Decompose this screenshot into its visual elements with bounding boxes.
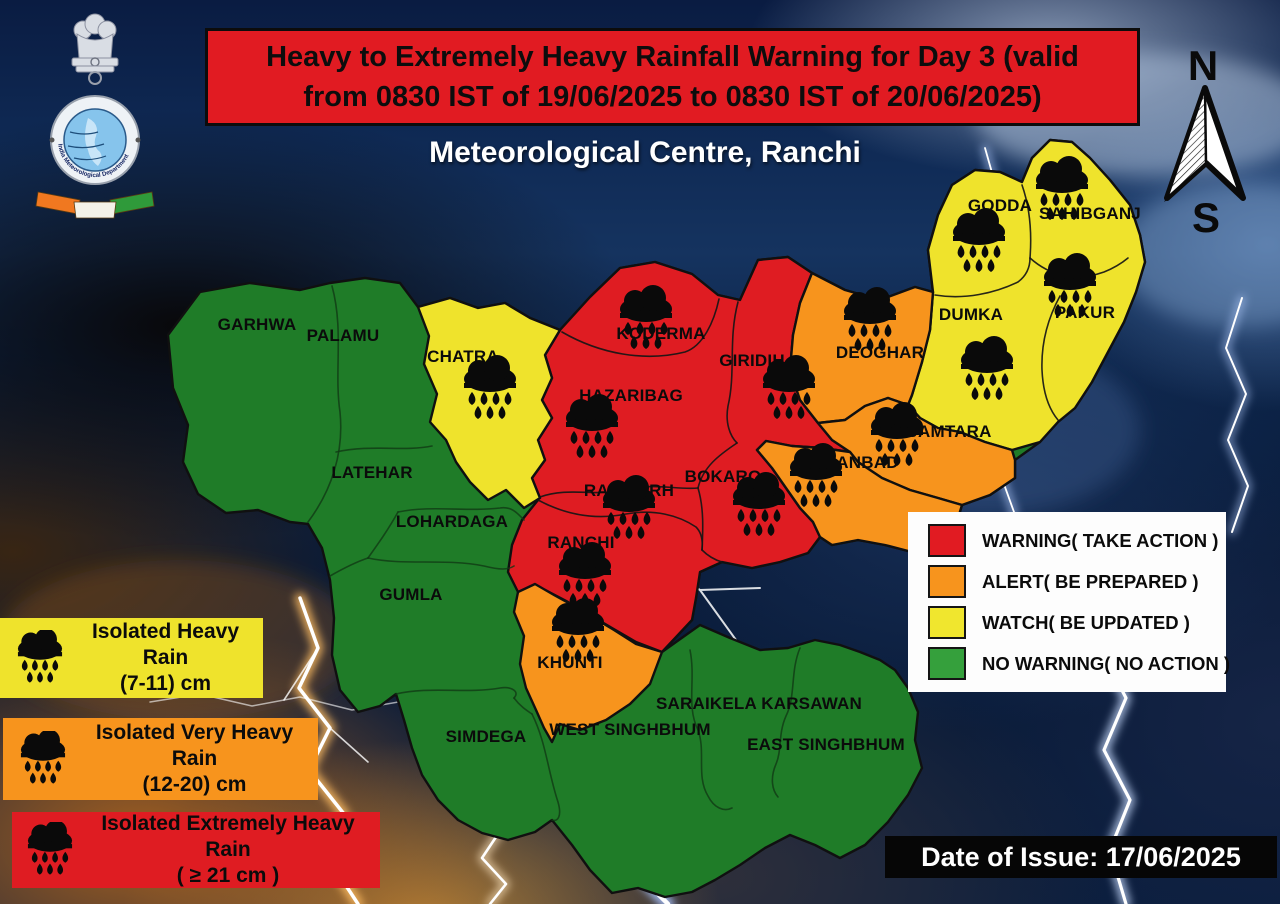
warning-level-legend: WARNING( TAKE ACTION ) ALERT( BE PREPARE… [908, 512, 1230, 692]
imd-globe-isobars [67, 131, 107, 161]
watch-color-swatch [928, 606, 966, 639]
legend-row-alert: ALERT( BE PREPARED ) [928, 565, 1226, 598]
district-labels-and-icons: GARHWAPALAMUCHATRAKODERMAHAZARIBAGGIRIDI… [218, 156, 1141, 754]
imd-logo-ribbon [35, 191, 155, 219]
imd-logo: India Meteorological Department [35, 13, 155, 219]
jharkhand-map: GARHWAPALAMUCHATRAKODERMAHAZARIBAGGIRIDI… [166, 138, 1147, 899]
district-label-gumla: GUMLA [379, 585, 442, 604]
no-warning-color-swatch [928, 647, 966, 680]
legend-row-warning: WARNING( TAKE ACTION ) [928, 524, 1226, 557]
rainfall-range: (7-11) cm [119, 672, 212, 696]
rainfall-category-text: Isolated Extremely Heavy Rain ( ≥ 21 cm … [82, 811, 374, 890]
imd-globe-india-shape [85, 118, 102, 166]
district-label-giridih: GIRIDIH [719, 351, 785, 370]
roundel-right-dot [135, 137, 141, 143]
title-banner: Heavy to Extremely Heavy Rainfall Warnin… [205, 28, 1140, 126]
district-label-west-singhbhum: WEST SINGHBHUM [549, 720, 710, 739]
title-line-1: Heavy to Extremely Heavy Rainfall Warnin… [266, 40, 1079, 73]
imd-roundel-globe [63, 108, 127, 172]
rainfall-range: ( ≥ 21 cm ) [176, 864, 280, 888]
warning-color-swatch [928, 524, 966, 557]
district-label-khunti: KHUNTI [537, 653, 602, 672]
rainfall-label: Isolated Very Heavy Rain [95, 720, 294, 770]
compass-north-label: N [1188, 42, 1218, 89]
district-label-garhwa: GARHWA [218, 315, 297, 334]
legend-label-alert: ALERT( BE PREPARED ) [982, 570, 1199, 592]
legend-label-watch: WATCH( BE UPDATED ) [982, 611, 1190, 633]
title-line-2: from 0830 IST of 19/06/2025 to 0830 IST … [303, 81, 1042, 113]
district-label-simdega: SIMDEGA [446, 727, 527, 746]
rain-cloud-icon [17, 630, 63, 683]
district-label-sahibganj: SAHIBGANJ [1039, 204, 1141, 223]
legend-label-warning: WARNING( TAKE ACTION ) [982, 529, 1219, 551]
alert-color-swatch [928, 565, 966, 598]
rainfall-category-extremely-heavy: Isolated Extremely Heavy Rain ( ≥ 21 cm … [12, 812, 380, 888]
date-of-issue-text: Date of Issue: 17/06/2025 [921, 841, 1241, 872]
north-arrow-hatch [1164, 87, 1208, 203]
subtitle: Meteorological Centre, Ranchi [429, 136, 861, 169]
district-label-east-singhbhum: EAST SINGHBHUM [747, 735, 905, 754]
roundel-left-dot [49, 137, 55, 143]
legend-label-no-warning: NO WARNING( NO ACTION ) [982, 652, 1231, 674]
north-arrow-compass: N S [1164, 42, 1246, 241]
legend-row-no-warning: NO WARNING( NO ACTION ) [928, 647, 1230, 680]
district-label-lohardaga: LOHARDAGA [396, 512, 508, 531]
rainfall-label: Isolated Heavy Rain [91, 619, 240, 669]
rainfall-category-heavy: Isolated Heavy Rain (7-11) cm [0, 618, 263, 698]
district-label-palamu: PALAMU [307, 326, 380, 345]
rainfall-label: Isolated Extremely Heavy Rain [101, 811, 355, 861]
rainfall-category-text: Isolated Heavy Rain (7-11) cm [74, 619, 257, 698]
compass-south-label: S [1192, 194, 1220, 241]
rain-cloud-icon [27, 822, 73, 875]
district-label-saraikela-karsawan: SARAIKELA KARSAWAN [656, 694, 862, 713]
rainfall-range: (12-20) cm [142, 773, 247, 797]
ashoka-emblem-icon [71, 13, 119, 85]
region-watch-chatra [416, 296, 562, 510]
district-label-latehar: LATEHAR [331, 463, 412, 482]
rainfall-category-text: Isolated Very Heavy Rain (12-20) cm [77, 720, 312, 799]
district-label-jamtara: JAMTARA [908, 422, 991, 441]
district-label-dumka: DUMKA [939, 305, 1003, 324]
legend-row-watch: WATCH( BE UPDATED ) [928, 606, 1226, 639]
rainfall-category-very-heavy: Isolated Very Heavy Rain (12-20) cm [3, 718, 318, 800]
date-of-issue-box: Date of Issue: 17/06/2025 [885, 836, 1277, 878]
rain-cloud-icon [20, 731, 66, 784]
